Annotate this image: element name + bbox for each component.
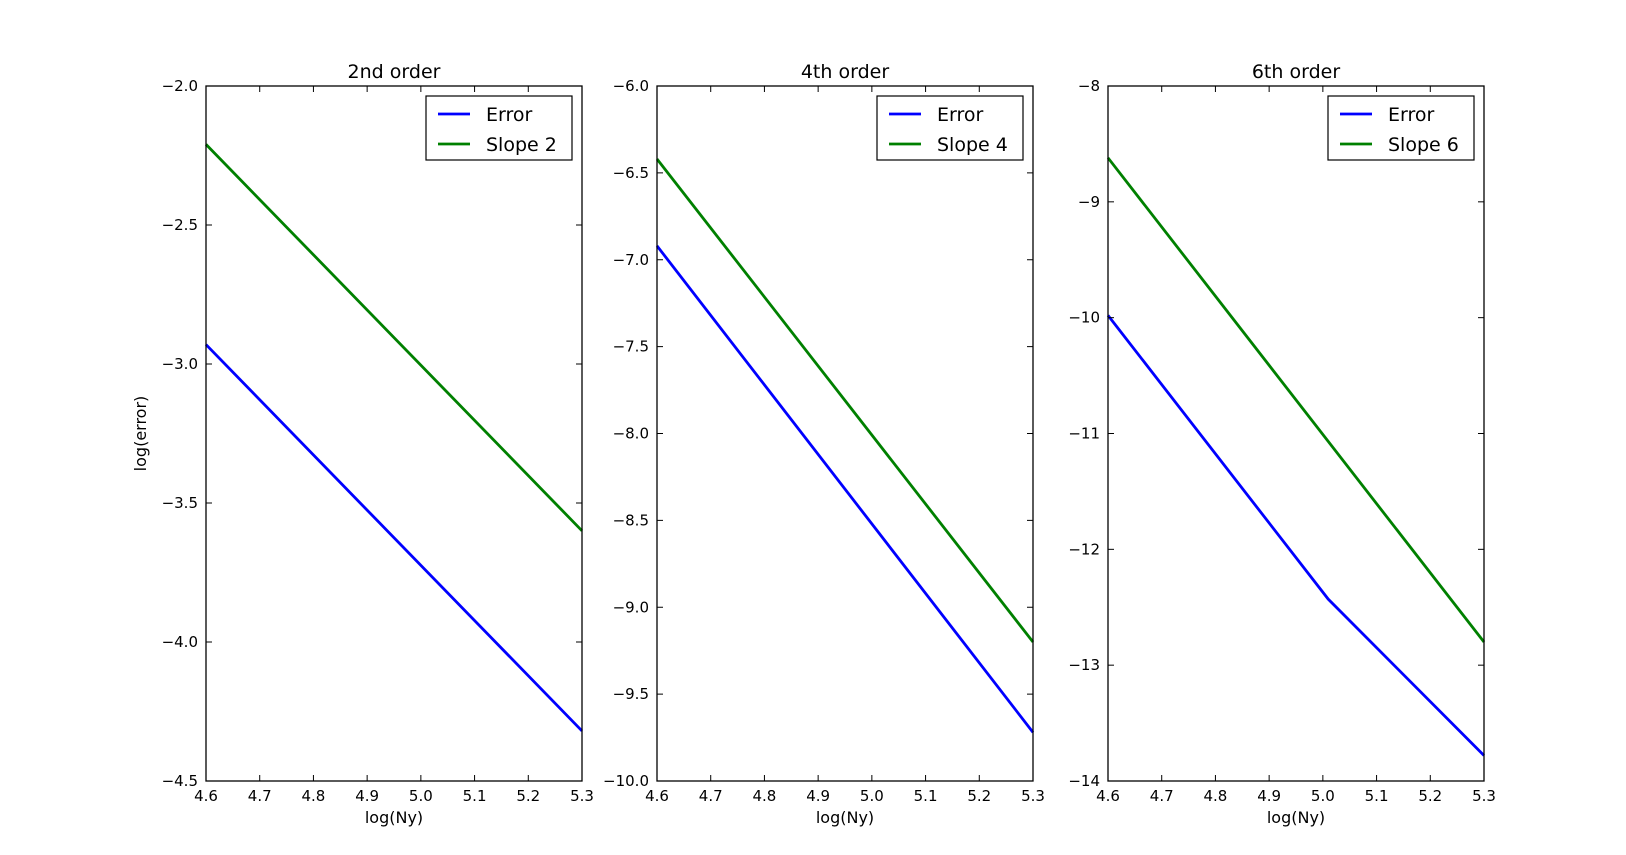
legend-label: Error — [1388, 104, 1435, 126]
legend: Error Slope 4 — [876, 95, 1024, 161]
plot-frame — [1107, 85, 1485, 782]
series-line-slope-6 — [1106, 156, 1486, 643]
x-tick-label: 5.2 — [1418, 787, 1442, 805]
y-tick-label: −10 — [1068, 309, 1100, 327]
x-tick-label: 5.0 — [409, 787, 433, 805]
y-tick-label: −2.0 — [162, 77, 198, 95]
y-tick-label: −3.0 — [162, 355, 198, 373]
legend-label: Slope 2 — [486, 134, 557, 156]
series-line-slope-4 — [655, 158, 1035, 643]
y-tick-label: −8.5 — [613, 511, 649, 529]
legend: Error Slope 6 — [1327, 95, 1475, 161]
y-tick-label: −7.0 — [613, 251, 649, 269]
plot-frame — [656, 85, 1034, 782]
series-line-error — [204, 343, 584, 732]
y-tick-label: −4.0 — [162, 633, 198, 651]
y-tick-label: −6.0 — [613, 77, 649, 95]
x-tick-label: 4.8 — [301, 787, 325, 805]
x-tick-label: 4.9 — [1257, 787, 1281, 805]
x-tick-label: 4.6 — [1096, 787, 1120, 805]
x-tick-label: 4.7 — [699, 787, 723, 805]
legend-label: Slope 6 — [1388, 134, 1459, 156]
y-tick-label: −6.5 — [613, 164, 649, 182]
y-tick-label: −7.5 — [613, 338, 649, 356]
x-tick-label: 4.7 — [248, 787, 272, 805]
x-tick-label: 5.3 — [570, 787, 594, 805]
x-tick-label: 5.1 — [914, 787, 938, 805]
x-tick-label: 4.6 — [645, 787, 669, 805]
x-tick-label: 5.2 — [967, 787, 991, 805]
x-tick-label: 5.2 — [516, 787, 540, 805]
x-tick-label: 5.3 — [1472, 787, 1496, 805]
y-tick-label: −3.5 — [162, 494, 198, 512]
legend-box — [876, 95, 1024, 161]
y-axis-label: log(error) — [131, 396, 150, 472]
x-tick-label: 4.9 — [355, 787, 379, 805]
y-tick-label: −2.5 — [162, 216, 198, 234]
chart-title: 6th order — [1252, 61, 1340, 83]
chart-panel-3: 4.6 4.7 4.8 4.9 5.0 5.1 5.2 5.3 −14 −13 −12 −11 −10 −… — [1068, 61, 1496, 827]
y-tick-label: −9.5 — [613, 685, 649, 703]
x-tick-label: 5.0 — [1311, 787, 1335, 805]
y-tick-label: −11 — [1068, 425, 1100, 443]
chart-panel-1: 4.6 4.7 4.8 4.9 5.0 5.1 5.2 5.3 −4.5 −4.0 −3.5 −3.0… — [131, 61, 594, 827]
y-tick-label: −9 — [1078, 193, 1100, 211]
x-tick-label: 5.1 — [463, 787, 487, 805]
y-tick-label: −13 — [1068, 656, 1100, 674]
legend: Error Slope 2 — [425, 95, 573, 161]
y-tick-label: −14 — [1068, 772, 1100, 790]
plot-frame — [205, 85, 583, 782]
x-axis-label: log(Ny) — [1267, 808, 1325, 827]
x-tick-label: 4.7 — [1150, 787, 1174, 805]
x-tick-label: 4.8 — [1203, 787, 1227, 805]
x-tick-label: 5.0 — [860, 787, 884, 805]
y-tick-label: −8.0 — [613, 425, 649, 443]
legend-label: Slope 4 — [937, 134, 1008, 156]
legend-box — [425, 95, 573, 161]
chart-panel-2: 4.6 4.7 4.8 4.9 5.0 5.1 5.2 5.3 −10.0 −9.5 −9.0 −8.… — [603, 61, 1045, 827]
x-axis-label: log(Ny) — [365, 808, 423, 827]
x-tick-label: 4.8 — [752, 787, 776, 805]
series-line-error — [655, 244, 1035, 734]
y-tick-label: −4.5 — [162, 772, 198, 790]
x-axis-label: log(Ny) — [816, 808, 874, 827]
x-tick-label: 4.9 — [806, 787, 830, 805]
legend-label: Error — [937, 104, 984, 126]
series-line-error — [1106, 314, 1485, 757]
x-tick-label: 5.1 — [1365, 787, 1389, 805]
x-tick-label: 4.6 — [194, 787, 218, 805]
y-tick-label: −12 — [1068, 540, 1100, 558]
chart-title: 2nd order — [348, 61, 441, 83]
legend-box — [1327, 95, 1475, 161]
x-tick-label: 5.3 — [1021, 787, 1045, 805]
y-tick-label: −10.0 — [603, 772, 649, 790]
series-line-slope-2 — [204, 143, 584, 532]
chart-title: 4th order — [801, 61, 889, 83]
y-tick-label: −8 — [1078, 77, 1100, 95]
legend-label: Error — [486, 104, 533, 126]
y-tick-label: −9.0 — [613, 598, 649, 616]
